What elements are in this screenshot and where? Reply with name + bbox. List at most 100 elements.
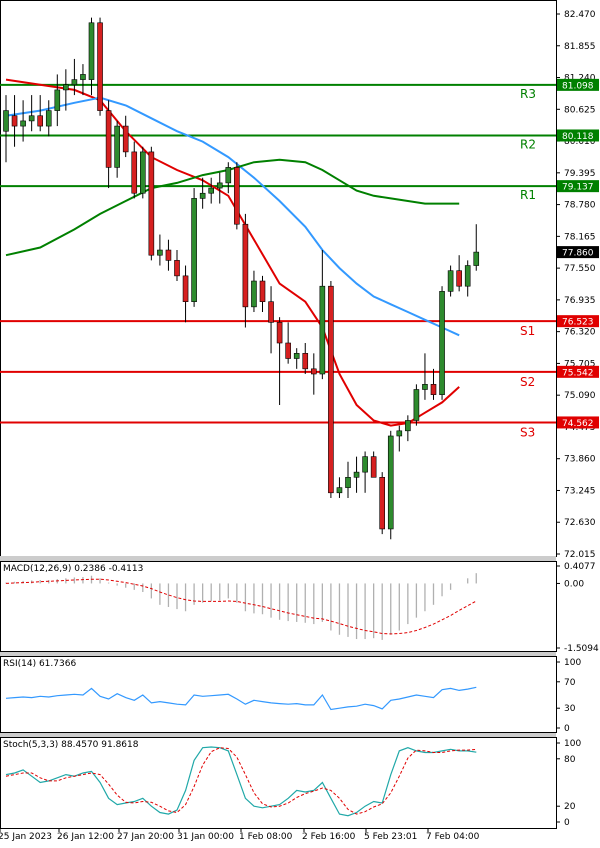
candle-up (439, 291, 445, 395)
candle-up (208, 187, 214, 194)
time-tick-label: 31 Jan 00:00 (177, 832, 234, 842)
price-tick-label: 76.320 (564, 328, 596, 338)
candle-up (28, 115, 35, 122)
rsi-panel-frame (0, 656, 557, 733)
candle-up (447, 270, 454, 292)
level-price-tag (557, 180, 599, 193)
moving-averages (5, 78, 460, 427)
candle-down (328, 285, 334, 494)
level-name-r2: R2 (520, 137, 536, 151)
candle-down (165, 249, 172, 261)
candle-up (199, 192, 206, 199)
last-price-label: 77.860 (562, 249, 594, 259)
candle-up (353, 471, 360, 478)
candle-up (45, 110, 52, 127)
stoch-tick-label: 80 (564, 755, 576, 765)
price-tick-label: 81.855 (564, 42, 596, 52)
time-tick-label: 27 Jan 20:00 (117, 832, 174, 842)
stoch-k-line (5, 746, 477, 817)
macd-panel: MACD(12,26,9) 0.2386 -0.4113 0.4077 0.00 -1… (3, 562, 599, 654)
rsi-tick-label: 70 (564, 678, 576, 688)
time-tick-label: 2 Feb 16:00 (302, 832, 356, 842)
candle-up (396, 430, 403, 437)
candle-up (293, 353, 300, 359)
level-price-label: 80.118 (562, 132, 594, 142)
panel-frames (0, 0, 557, 829)
candle-down (302, 353, 309, 370)
candle-up (405, 420, 411, 432)
level-price-label: 79.137 (562, 183, 594, 193)
price-tick-label: 81.240 (564, 74, 596, 84)
macd-title: MACD(12,26,9) 0.2386 -0.4113 (3, 564, 143, 574)
level-price-tag (557, 416, 599, 429)
candle-up (216, 182, 223, 189)
price-tick-label: 78.165 (564, 232, 596, 242)
stoch-panel-frame (0, 737, 557, 829)
price-tick-label: 72.630 (564, 518, 596, 528)
candle-up (345, 476, 351, 488)
stoch-tick-label: 20 (564, 802, 576, 812)
candle-up (336, 487, 343, 494)
candle-up (63, 84, 69, 91)
stoch-title: Stoch(5,3,3) 88.4570 91.8618 (3, 740, 139, 750)
candle-up (251, 280, 257, 308)
ma-green-line (5, 158, 460, 257)
candle-up (191, 198, 197, 302)
candle-up (422, 384, 428, 390)
candle-up (473, 251, 480, 266)
candle-up (362, 456, 368, 473)
price-tick-label: 79.395 (564, 169, 596, 179)
price-tick-label: 72.015 (564, 550, 596, 560)
candle-up (413, 389, 420, 421)
level-name-s3: S3 (520, 425, 535, 439)
ma-red-line (5, 78, 460, 427)
stoch-panel: Stoch(5,3,3) 88.4570 91.8618 100 80 20 0 (3, 739, 581, 828)
candle-down (97, 22, 103, 111)
candle-up (54, 89, 61, 111)
candle-up (3, 110, 9, 132)
level-price-tag (557, 129, 599, 142)
rsi-title: RSI(14) 61.7366 (3, 659, 76, 669)
time-tick-label: 5 Feb 23:01 (364, 832, 417, 842)
candle-down (182, 275, 189, 302)
panel-separator (0, 733, 556, 737)
level-name-s1: S1 (520, 324, 535, 338)
rsi-panel: RSI(14) 61.7366 100 70 30 0 (3, 658, 581, 734)
candle-down (285, 342, 291, 359)
candle-down (131, 151, 138, 194)
price-tick-label: 82.470 (564, 10, 596, 20)
macd-panel-frame (0, 561, 557, 652)
level-price-label: 75.542 (562, 368, 594, 378)
price-tick-label: 77.550 (564, 264, 596, 274)
candle-down (276, 322, 283, 344)
candle-down (37, 115, 44, 127)
candle-down (456, 270, 462, 287)
level-price-label: 76.523 (562, 318, 594, 328)
candle-up (114, 125, 120, 168)
level-price-tag (557, 365, 599, 378)
candle-up (20, 120, 26, 127)
candle-down (122, 125, 129, 153)
time-axis: 25 Jan 2023 26 Jan 12:00 27 Jan 20:00 31 Ja… (0, 828, 480, 842)
price-axis: 82.470 81.855 81.240 80.625 80.010 79.395 78.7… (556, 10, 596, 560)
candle-up (157, 249, 163, 256)
candle-down (370, 456, 377, 478)
level-price-label: 81.098 (562, 81, 594, 91)
price-tick-label: 75.090 (564, 391, 596, 401)
time-tick-label: 26 Jan 12:00 (57, 832, 114, 842)
time-tick-label: 7 Feb 04:00 (426, 832, 480, 842)
level-name-r1: R1 (520, 188, 536, 202)
macd-tick-label: 0.4077 (564, 562, 596, 572)
candle-up (387, 435, 394, 530)
candle-up (225, 167, 232, 184)
price-tick-label: 76.935 (564, 296, 596, 306)
ma-blue-line (5, 96, 460, 337)
last-price-marker: 77.860 (557, 246, 599, 259)
candle-down (148, 151, 155, 256)
panel-separator (0, 556, 556, 561)
panel-separator (0, 652, 556, 656)
rsi-tick-label: 0 (564, 724, 570, 734)
price-tick-label: 73.245 (564, 486, 596, 496)
candle-up (80, 74, 86, 80)
